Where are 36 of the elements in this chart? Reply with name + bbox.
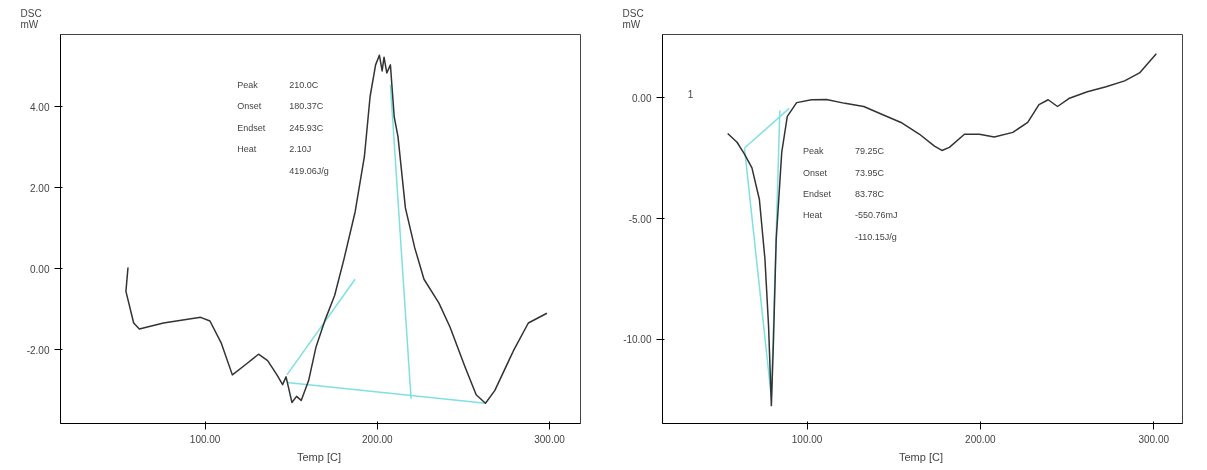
annotation: Onset — [802, 167, 828, 178]
annotation: Onset — [237, 101, 262, 112]
annotation: 180.37C — [289, 101, 324, 112]
x-tick-label: 300.00 — [1138, 433, 1170, 445]
annotation: 210.0C — [289, 80, 319, 91]
annotation: Endset — [802, 188, 832, 199]
annotation: 79.25C — [854, 146, 885, 157]
annotation: 245.93C — [289, 122, 324, 133]
y-tick-label: -10.00 — [623, 334, 652, 346]
x-tick-label: 100.00 — [189, 433, 221, 445]
annotation: -110.15J/g — [854, 231, 897, 242]
y-tick-label: 2.00 — [30, 182, 50, 194]
x-tick-label: 200.00 — [362, 433, 394, 445]
y-axis-title: DSC mW — [20, 7, 42, 30]
annotation: Heat — [237, 144, 257, 155]
annotation: 83.78C — [854, 188, 885, 199]
x-axis-title: Temp [C] — [898, 450, 943, 463]
y-tick-label: 4.00 — [30, 101, 50, 113]
annotation: Peak — [237, 80, 259, 91]
x-tick-label: 200.00 — [965, 433, 997, 445]
annotation: 2.10J — [289, 144, 312, 155]
y-tick-label: -5.00 — [628, 213, 652, 225]
annotation: 73.95C — [854, 167, 885, 178]
annotation: Endset — [237, 122, 266, 133]
x-axis-title: Temp [C] — [296, 450, 341, 463]
annotation: -550.76mJ — [854, 210, 898, 221]
y-axis-title: DSC mW — [622, 7, 644, 30]
y-tick-label: 0.00 — [632, 92, 652, 104]
annotation: Heat — [802, 210, 823, 221]
text: 1 — [687, 88, 694, 100]
y-tick-label: 0.00 — [30, 263, 50, 275]
annotation: 419.06J/g — [289, 165, 329, 176]
annotation: Peak — [802, 146, 824, 157]
x-tick-label: 100.00 — [791, 433, 823, 445]
y-tick-label: -2.00 — [26, 344, 50, 356]
x-tick-label: 300.00 — [534, 433, 566, 445]
